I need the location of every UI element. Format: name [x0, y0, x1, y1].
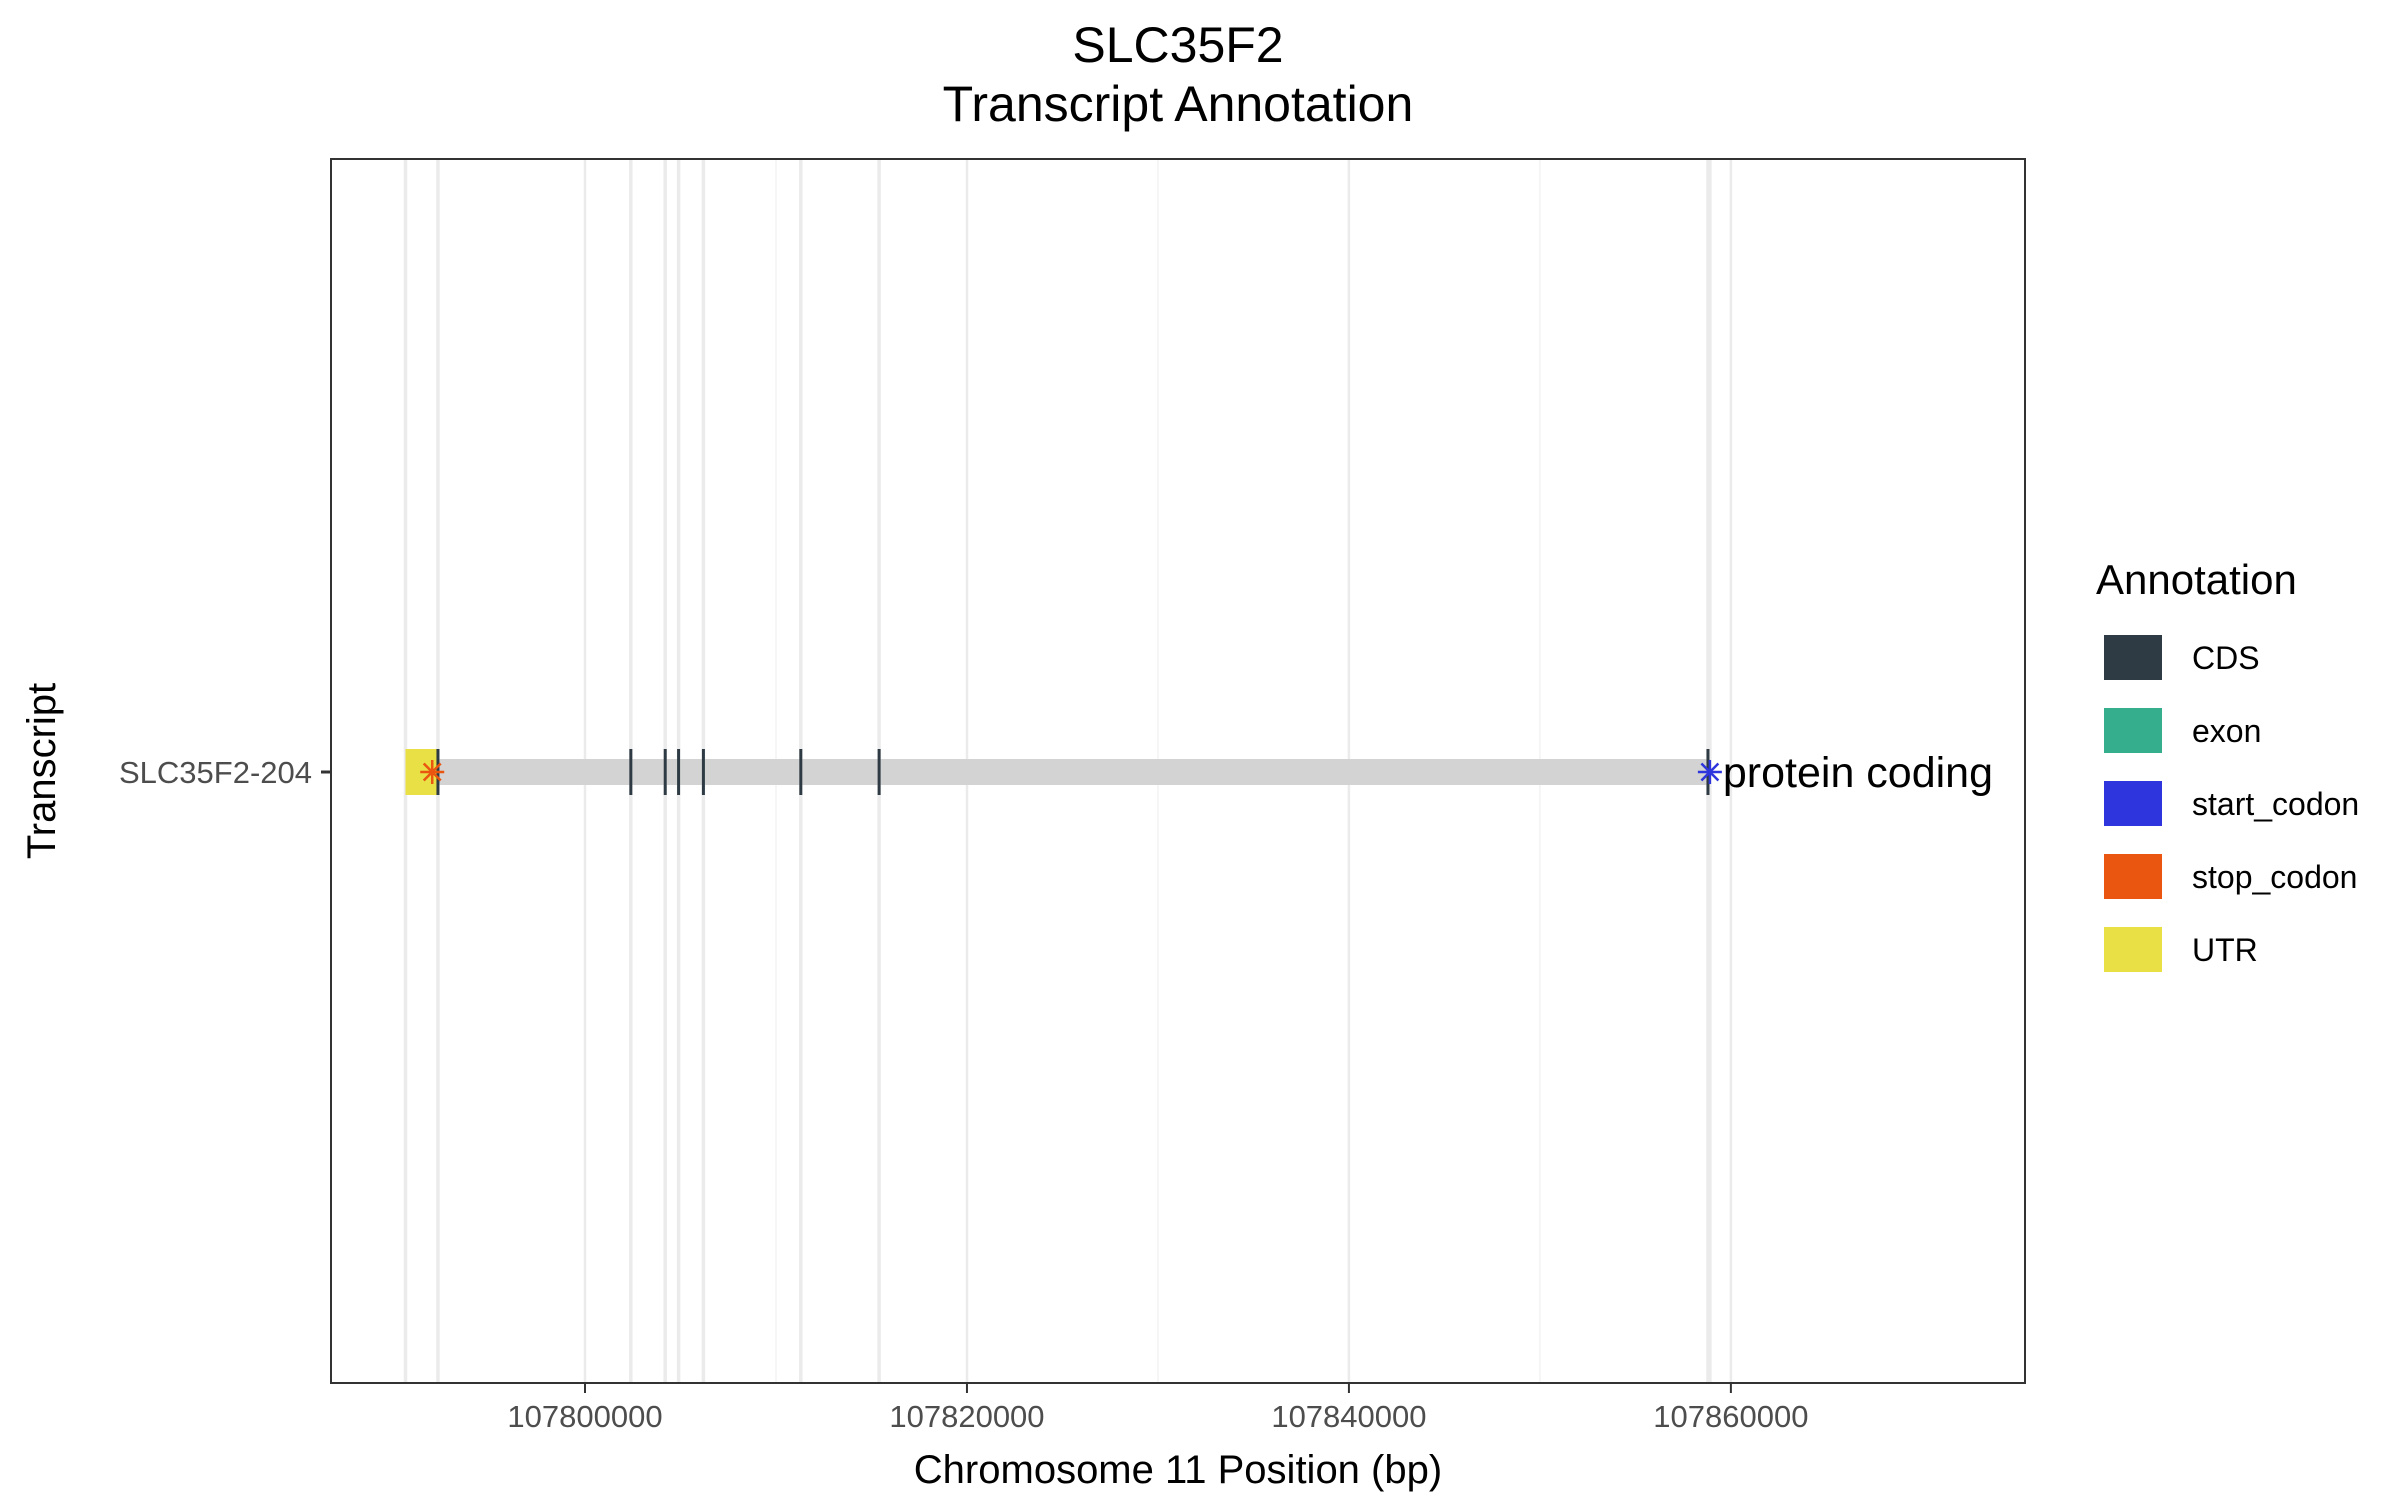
x-tick-label: 107860000 [1653, 1399, 1808, 1434]
y-axis: SLC35F2-204 [119, 755, 331, 790]
transcript-type-label: protein coding [1723, 749, 1993, 797]
legend-label: exon [2192, 713, 2261, 749]
legend-key-exon [2104, 708, 2162, 753]
legend: Annotation CDS exon start_codon stop_codon U… [2096, 556, 2359, 972]
x-tick-label: 107800000 [507, 1399, 662, 1434]
legend-title: Annotation [2096, 556, 2297, 603]
x-tick-label: 107840000 [1271, 1399, 1426, 1434]
stop-codon-marker [420, 760, 445, 784]
chart-title: SLC35F2 [1072, 17, 1283, 73]
legend-key-start-codon [2104, 781, 2162, 826]
legend-label: stop_codon [2192, 859, 2357, 895]
legend-label: UTR [2192, 932, 2258, 968]
legend-label: start_codon [2192, 786, 2359, 822]
x-axis: 107800000 107820000 107840000 107860000 [507, 1383, 1808, 1434]
plot-marks: protein coding [405, 749, 1993, 797]
start-codon-marker [1697, 760, 1722, 784]
x-axis-title: Chromosome 11 Position (bp) [914, 1448, 1442, 1492]
chart-subtitle: Transcript Annotation [943, 76, 1414, 132]
y-axis-title: Transcript [20, 683, 64, 859]
stop-codon-marker-stroke [422, 762, 442, 782]
transcript-bar [405, 759, 1710, 785]
legend-label: CDS [2192, 640, 2260, 676]
y-tick-label: SLC35F2-204 [119, 755, 312, 790]
x-tick-label: 107820000 [889, 1399, 1044, 1434]
legend-key-utr [2104, 927, 2162, 972]
legend-key-stop-codon [2104, 854, 2162, 899]
legend-key-cds [2104, 635, 2162, 680]
start-codon-marker-stroke [1700, 762, 1720, 782]
